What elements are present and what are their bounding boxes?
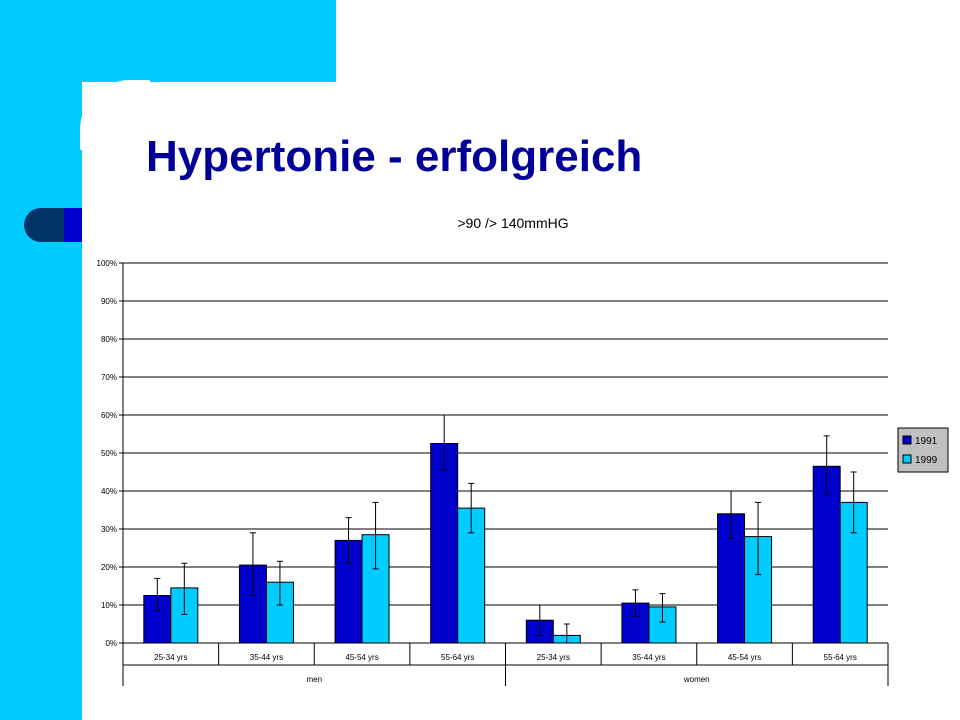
slide-title: Hypertonie - erfolgreich bbox=[146, 132, 643, 181]
legend-swatch-1999 bbox=[902, 454, 912, 464]
x-tick-label: 35-44 yrs bbox=[632, 653, 665, 662]
bar-1991 bbox=[430, 443, 459, 644]
y-tick-label: 70% bbox=[101, 373, 117, 382]
chart-title: >90 /> 140mmHG bbox=[457, 215, 568, 231]
x-tick-label: 55-64 yrs bbox=[824, 653, 857, 662]
y-tick-label: 50% bbox=[101, 449, 117, 458]
x-tick-label: 25-34 yrs bbox=[537, 653, 570, 662]
x-tick-label: 45-54 yrs bbox=[728, 653, 761, 662]
y-tick-label: 80% bbox=[101, 335, 117, 344]
y-tick-label: 40% bbox=[101, 487, 117, 496]
y-tick-label: 90% bbox=[101, 297, 117, 306]
decor-tab-accent bbox=[64, 208, 82, 242]
y-tick-label: 30% bbox=[101, 525, 117, 534]
x-tick-label: 55-64 yrs bbox=[441, 653, 474, 662]
legend-label-1999: 1999 bbox=[915, 455, 938, 466]
x-tick-label: 45-54 yrs bbox=[345, 653, 378, 662]
x-tick-label: 35-44 yrs bbox=[250, 653, 283, 662]
legend-label-1991: 1991 bbox=[915, 436, 938, 447]
legend-swatch-1991 bbox=[902, 435, 912, 445]
y-tick-label: 20% bbox=[101, 563, 117, 572]
y-tick-label: 0% bbox=[105, 639, 117, 648]
x-tick-label: 25-34 yrs bbox=[154, 653, 187, 662]
legend-box bbox=[897, 427, 949, 473]
bar-1999 bbox=[744, 536, 773, 644]
decor-left-band bbox=[0, 0, 82, 720]
y-tick-label: 60% bbox=[101, 411, 117, 420]
y-tick-label: 10% bbox=[101, 601, 117, 610]
group-label: men bbox=[306, 675, 322, 684]
group-label: women bbox=[683, 675, 710, 684]
y-tick-label: 100% bbox=[97, 259, 117, 268]
